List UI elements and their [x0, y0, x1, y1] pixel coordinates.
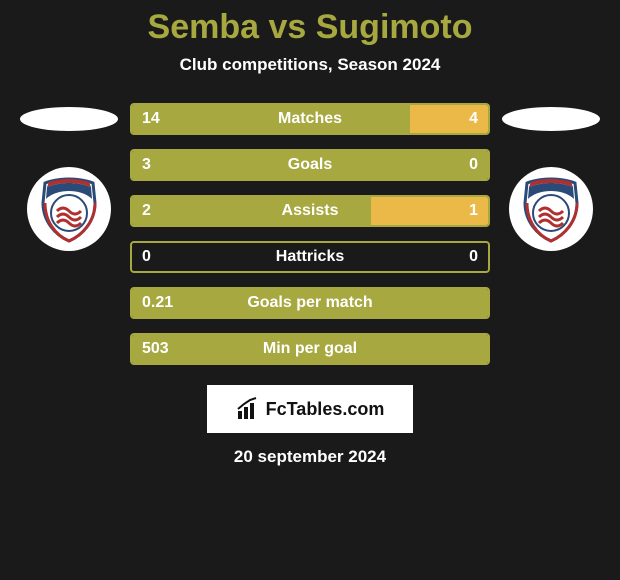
right-player-col	[502, 103, 600, 251]
stat-bar: Matches 14 4	[130, 103, 490, 135]
stat-value-right: 1	[469, 202, 478, 220]
stat-value-left: 3	[142, 156, 151, 174]
left-player-col	[20, 103, 118, 251]
stat-bar: Goals per match 0.21	[130, 287, 490, 319]
right-ellipse-icon	[502, 107, 600, 131]
comparison-bars: Matches144Goals30Assists21Hattricks00Goa…	[130, 103, 490, 365]
stat-value-right: 4	[469, 110, 478, 128]
main-row: Matches144Goals30Assists21Hattricks00Goa…	[0, 103, 620, 365]
stat-bar: Assists 2 1	[130, 195, 490, 227]
brand-box[interactable]: FcTables.com	[207, 385, 413, 433]
page-subtitle: Club competitions, Season 2024	[0, 55, 620, 75]
stat-bar-left-fill	[132, 105, 410, 133]
brand-text: FcTables.com	[266, 399, 385, 420]
stat-label: Assists	[282, 202, 339, 220]
stat-bar: Min per goal 503	[130, 333, 490, 365]
stat-value-left: 503	[142, 340, 169, 358]
team-crest-icon	[33, 173, 105, 245]
stat-label: Matches	[278, 110, 342, 128]
stat-value-right: 0	[469, 156, 478, 174]
stat-value-left: 0	[142, 248, 151, 266]
date-label: 20 september 2024	[0, 447, 620, 467]
stat-value-right: 0	[469, 248, 478, 266]
chart-icon	[236, 397, 260, 421]
stat-label: Min per goal	[263, 340, 357, 358]
page-title: Semba vs Sugimoto	[0, 8, 620, 47]
stat-label: Goals per match	[247, 294, 372, 312]
comparison-card: Semba vs Sugimoto Club competitions, Sea…	[0, 0, 620, 467]
stat-bar: Goals 3 0	[130, 149, 490, 181]
stat-value-left: 0.21	[142, 294, 173, 312]
stat-label: Goals	[288, 156, 332, 174]
right-team-badge	[509, 167, 593, 251]
stat-bar: Hattricks 0 0	[130, 241, 490, 273]
left-ellipse-icon	[20, 107, 118, 131]
stat-label: Hattricks	[276, 248, 344, 266]
left-team-badge	[27, 167, 111, 251]
team-crest-icon	[515, 173, 587, 245]
stat-value-left: 14	[142, 110, 160, 128]
stat-value-left: 2	[142, 202, 151, 220]
